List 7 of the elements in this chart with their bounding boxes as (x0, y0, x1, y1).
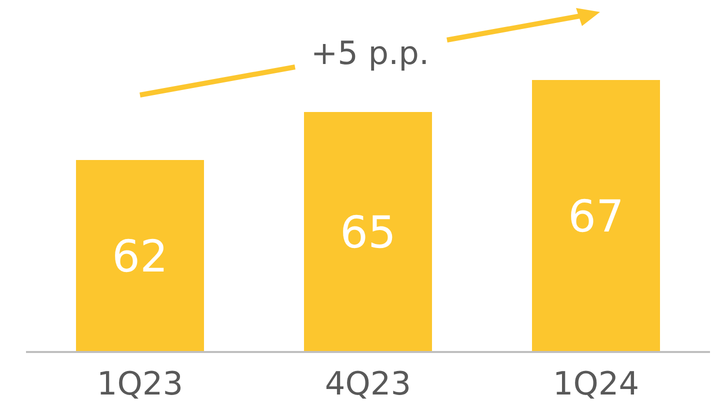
data-label: 65 (340, 208, 396, 259)
data-label: 62 (112, 232, 168, 283)
data-label: 67 (568, 192, 624, 243)
x-tick-label: 4Q23 (324, 364, 412, 403)
x-tick-label: 1Q23 (96, 364, 184, 403)
annotation: +5 p.p. (310, 34, 430, 72)
x-tick-label: 1Q24 (552, 364, 640, 403)
